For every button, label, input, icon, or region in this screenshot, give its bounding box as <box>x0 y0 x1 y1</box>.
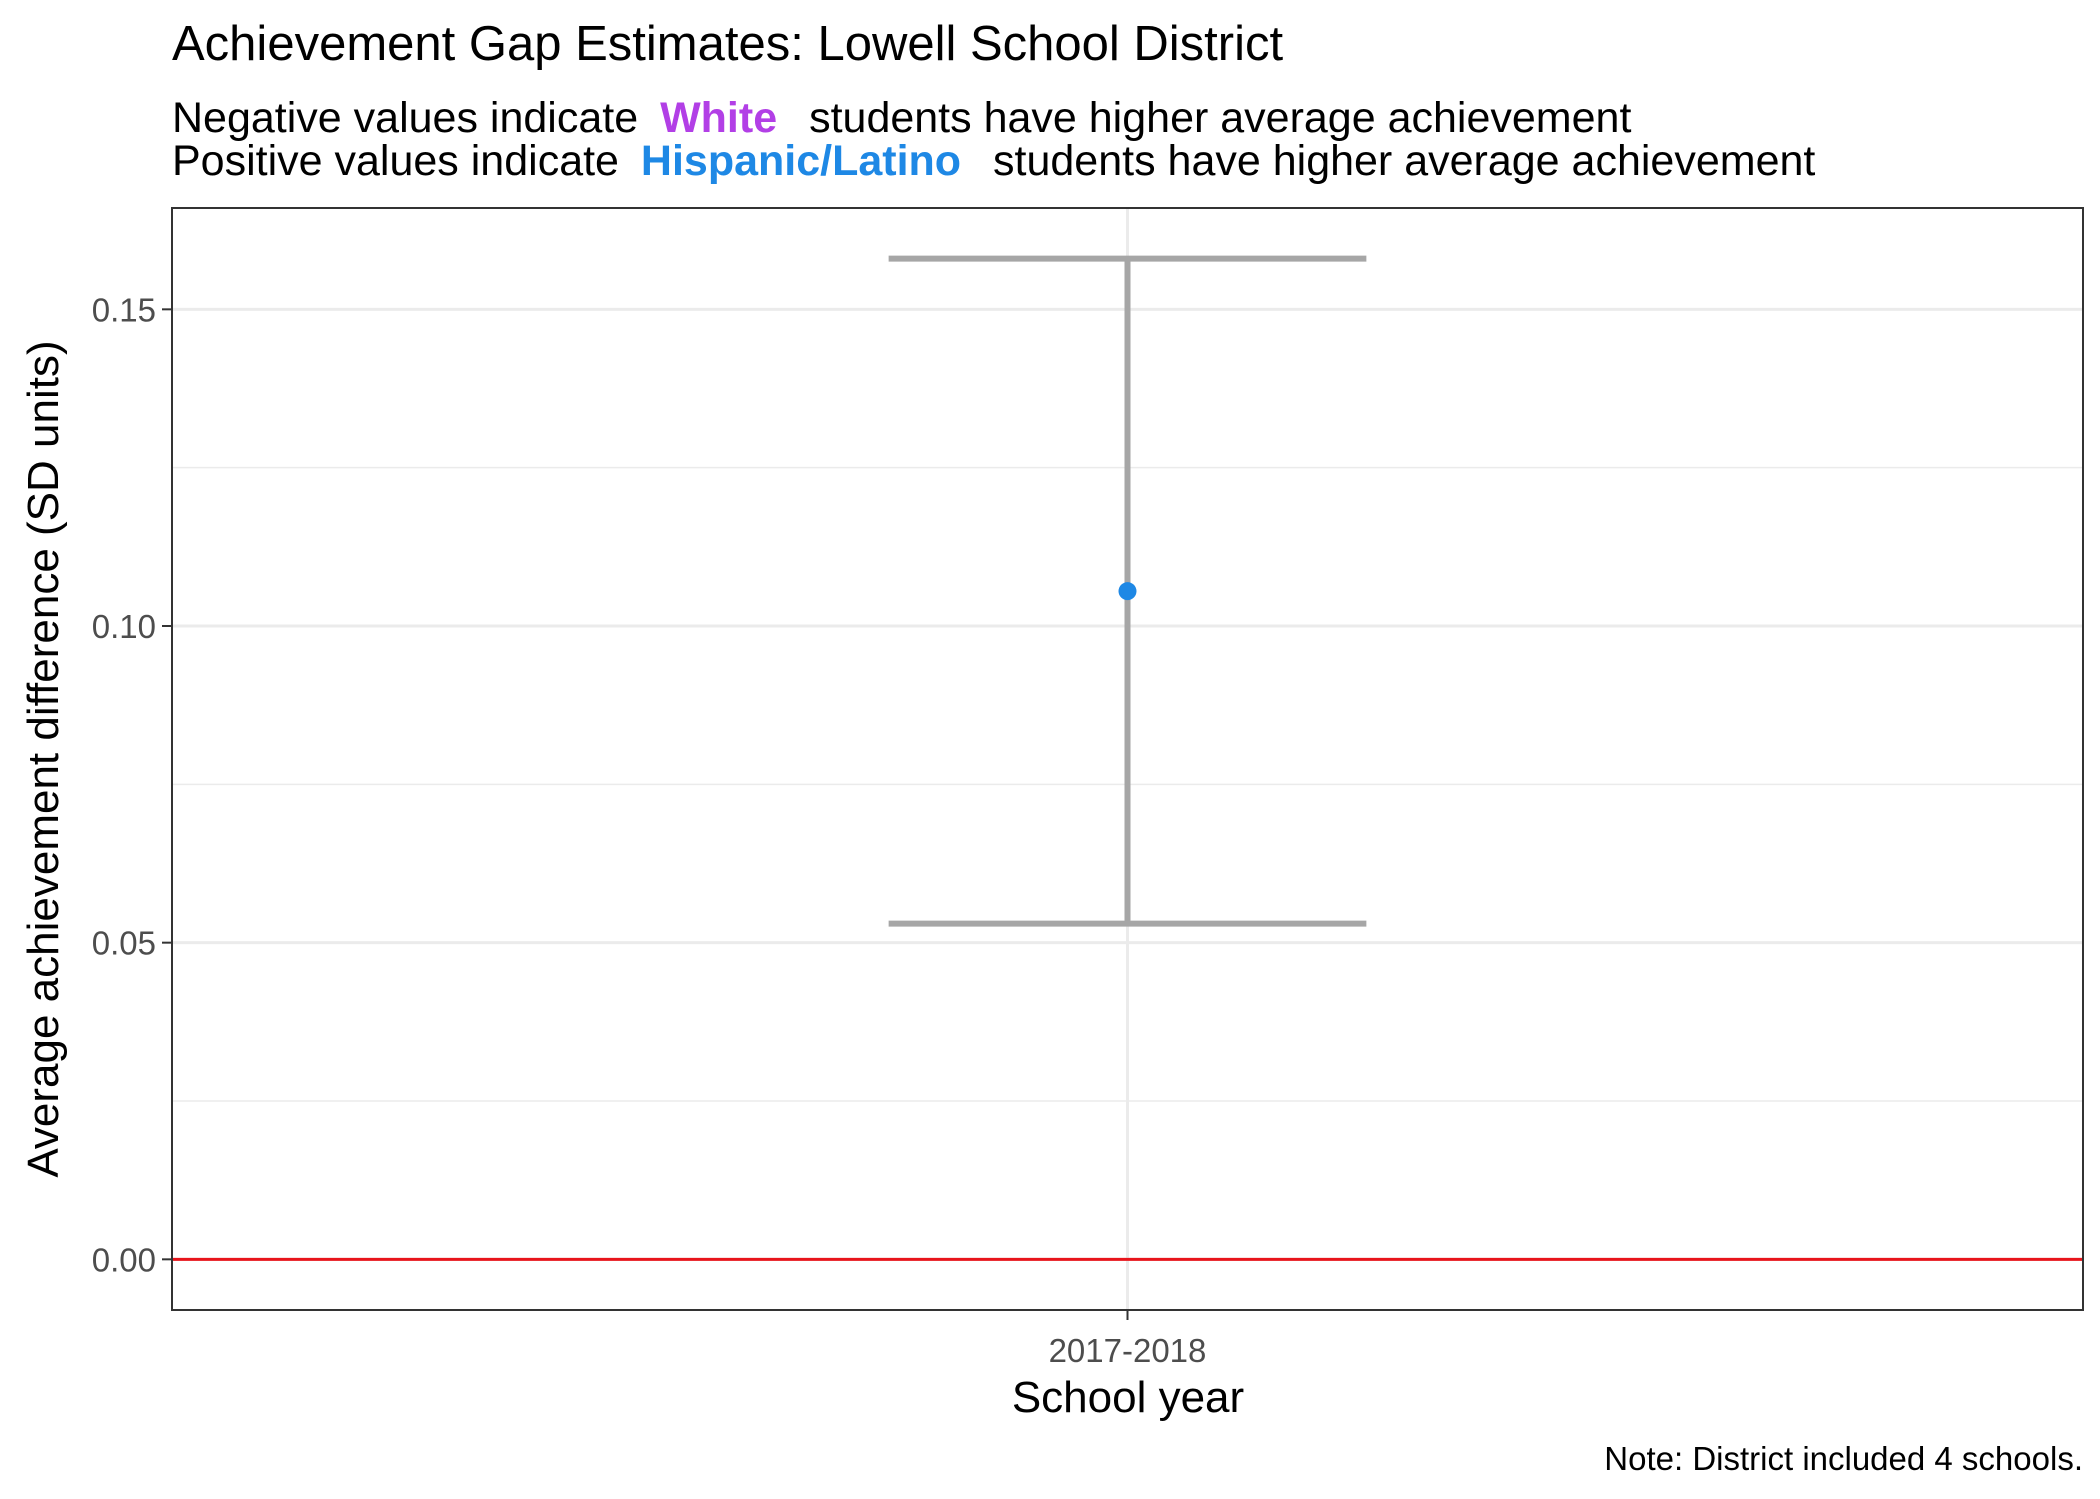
subtitle-line-2: Positive values indicate Hispanic/Latino… <box>172 137 1815 185</box>
subtitle-group-white: White <box>660 94 777 142</box>
subtitle-line-1-suffix: students have higher average achievement <box>809 94 1631 142</box>
data-marks <box>888 255 1367 927</box>
y-tick-label: 0.05 <box>92 925 156 962</box>
chart-title: Achievement Gap Estimates: Lowell School… <box>172 17 1283 71</box>
subtitle-group-hispanic: Hispanic/Latino <box>641 137 961 185</box>
subtitle-line-1: Negative values indicate White students … <box>172 94 1631 142</box>
subtitle-line-2-suffix: students have higher average achievement <box>993 137 1815 185</box>
x-tick-label: 2017-2018 <box>1049 1332 1207 1369</box>
plot-area <box>171 207 2084 1311</box>
x-axis-title: School year <box>1012 1373 1244 1422</box>
y-axis-title: Average achievement difference (SD units… <box>19 340 68 1177</box>
subtitle-line-1-prefix: Negative values indicate <box>172 94 638 142</box>
subtitle-line-2-prefix: Positive values indicate <box>172 137 619 185</box>
estimate-point <box>1118 582 1137 601</box>
caption-note: Note: District included 4 schools. <box>1604 1440 2083 1477</box>
axes: 0.00 0.05 0.10 0.15 2017-2018 <box>92 291 1207 1369</box>
y-tick-label: 0.15 <box>92 291 156 328</box>
y-tick-label: 0.10 <box>92 608 156 645</box>
y-tick-label: 0.00 <box>92 1241 156 1278</box>
